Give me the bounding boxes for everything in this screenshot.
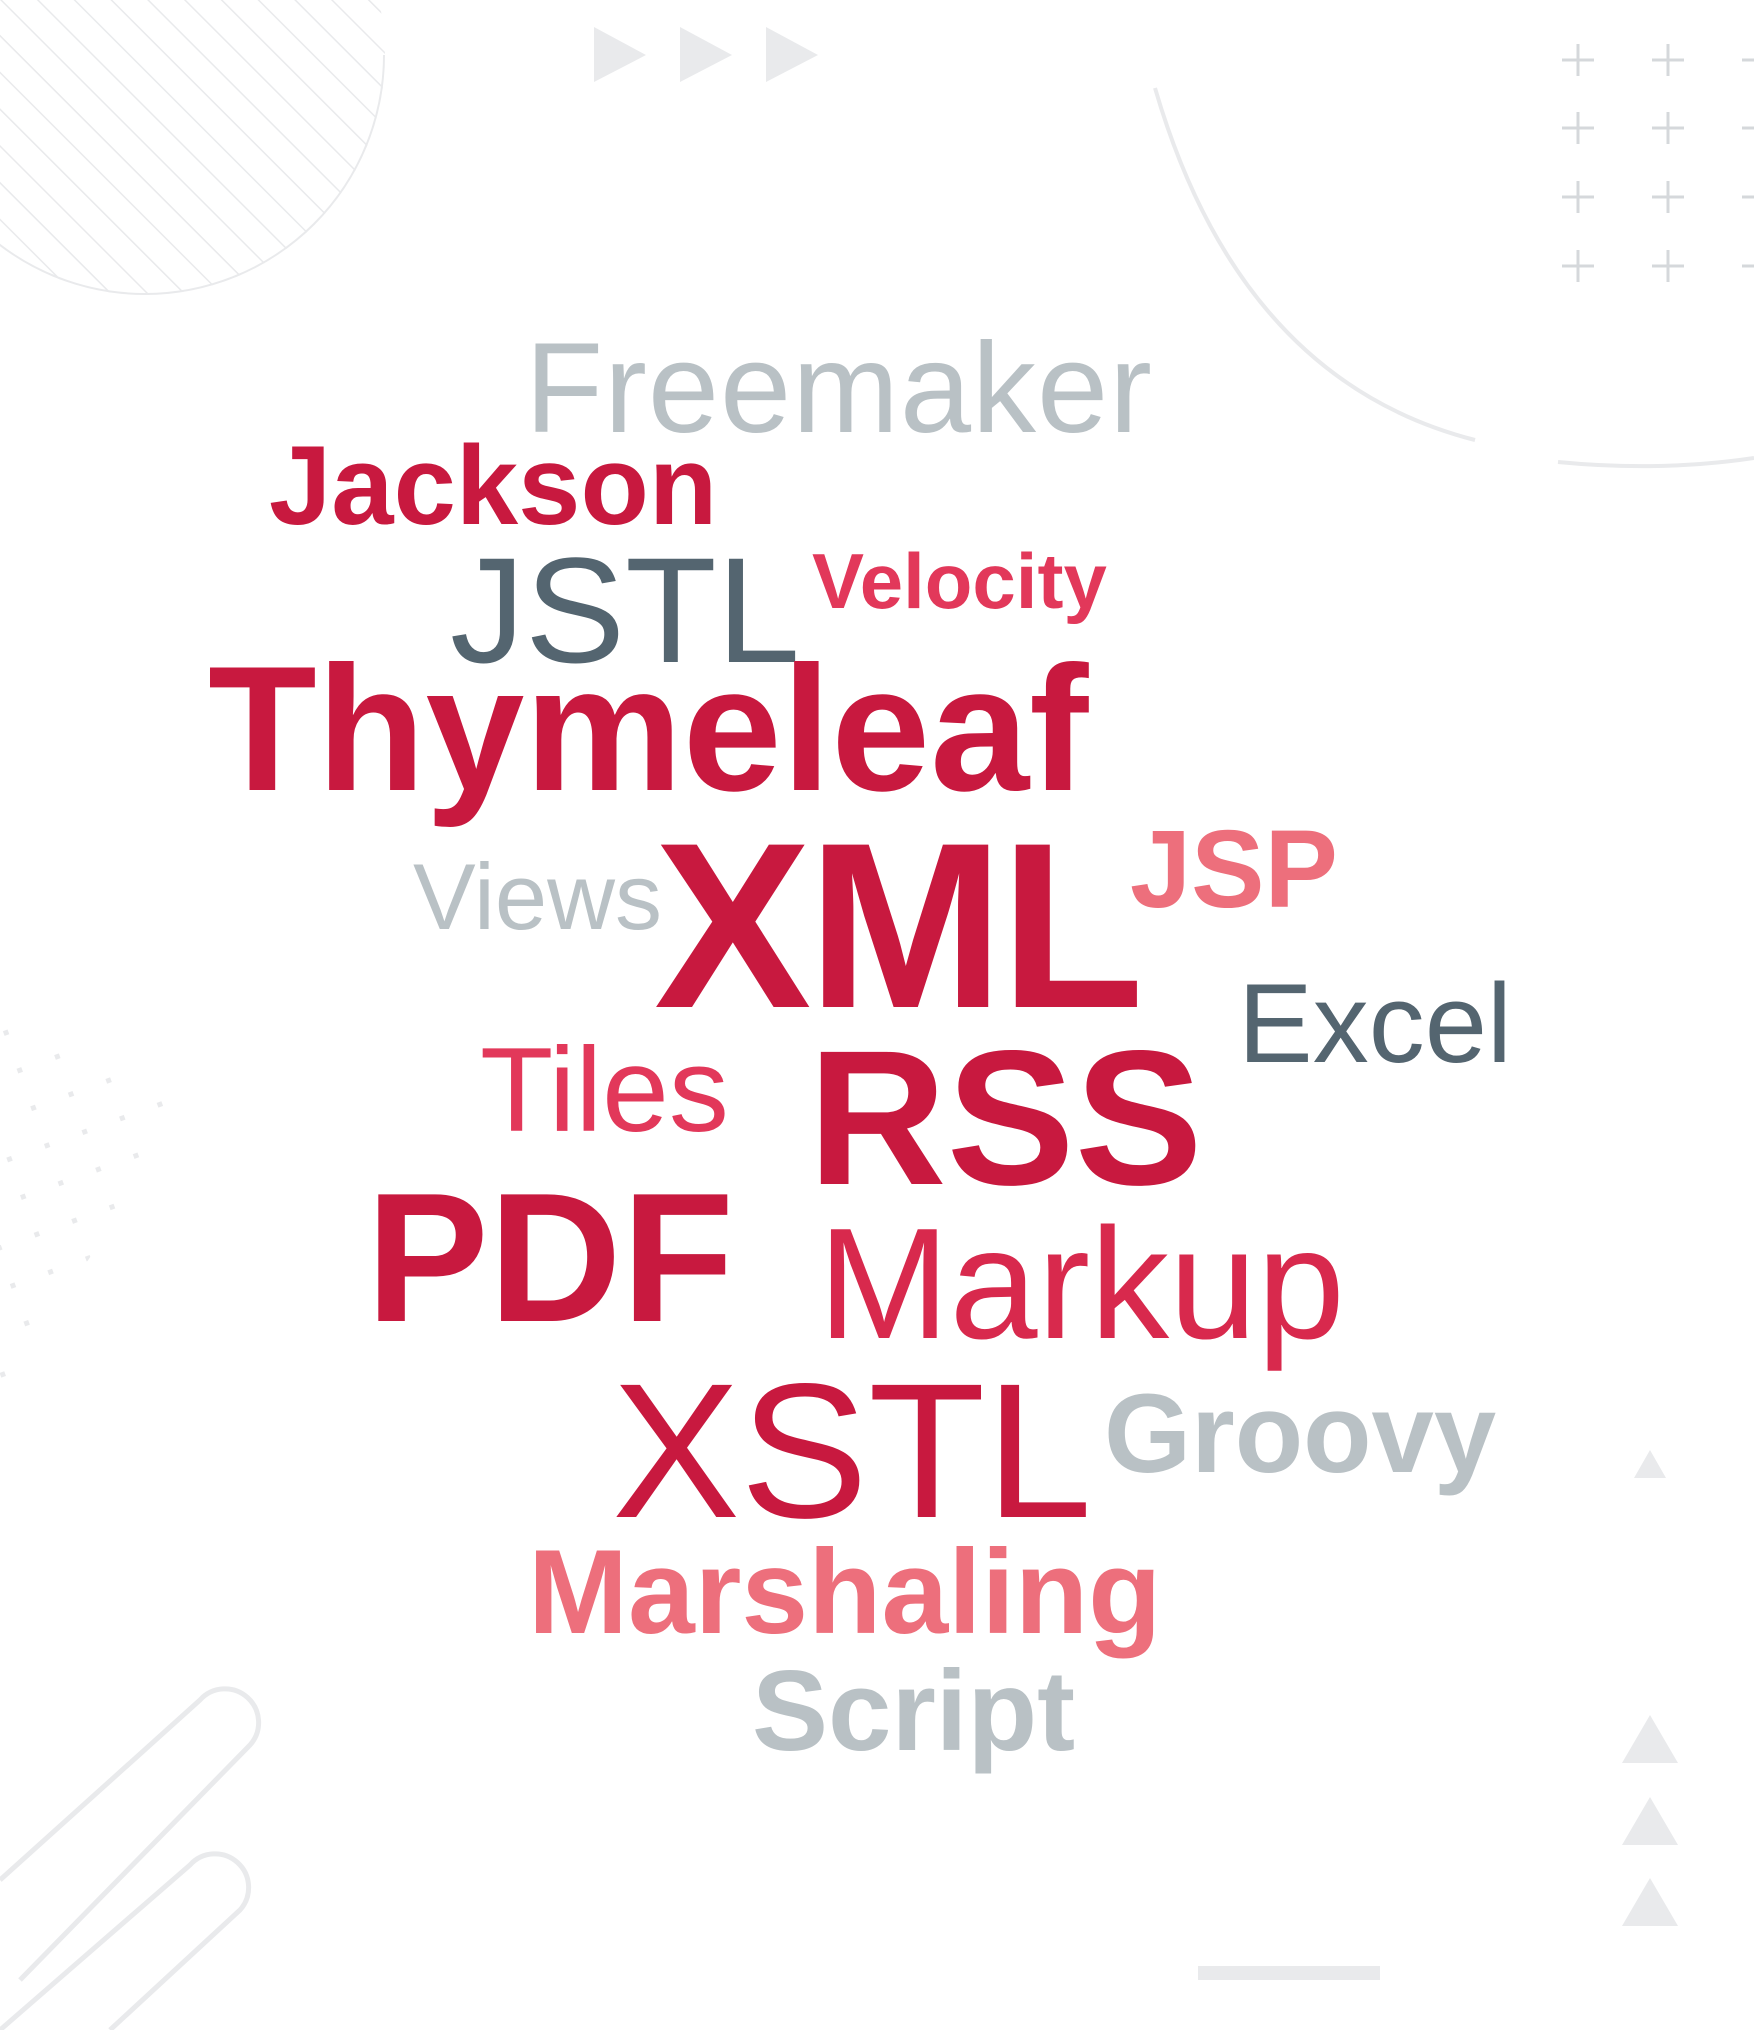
bottom-bar-shape xyxy=(1198,1966,1380,1980)
word-markup: Markup xyxy=(818,1196,1345,1372)
word-freemaker: Freemaker xyxy=(525,317,1153,460)
triangle-stack-shape xyxy=(1622,1450,1678,1926)
word-jsp: JSP xyxy=(1130,808,1338,931)
arrow-triangles-shape xyxy=(594,27,818,82)
word-rss: RSS xyxy=(808,1010,1203,1225)
thin-arc-shape xyxy=(1153,87,1476,442)
word-groovy: Groovy xyxy=(1104,1371,1497,1496)
word-excel: Excel xyxy=(1238,961,1512,1086)
thin-arc-shape xyxy=(1557,456,1754,469)
hatched-circle-shape xyxy=(0,0,385,295)
word-tiles: Tiles xyxy=(480,1023,729,1157)
word-script: Script xyxy=(752,1648,1076,1775)
word-views: Views xyxy=(413,844,663,949)
word-xstl: XSTL xyxy=(612,1343,1093,1558)
word-jackson: Jackson xyxy=(269,423,718,548)
word-xml: XML xyxy=(654,794,1144,1058)
word-jstl: JSTL xyxy=(450,526,801,694)
word-velocity: Velocity xyxy=(812,537,1107,625)
rounded-bars-shape xyxy=(0,1686,262,2030)
word-pdf: PDF xyxy=(366,1154,734,1360)
plus-grid-shape xyxy=(1562,44,1754,282)
word-marshaling: Marshaling xyxy=(528,1525,1162,1659)
word-thymeleaf: Thymeleaf xyxy=(208,629,1089,828)
dot-pattern-shape xyxy=(0,1000,190,1390)
